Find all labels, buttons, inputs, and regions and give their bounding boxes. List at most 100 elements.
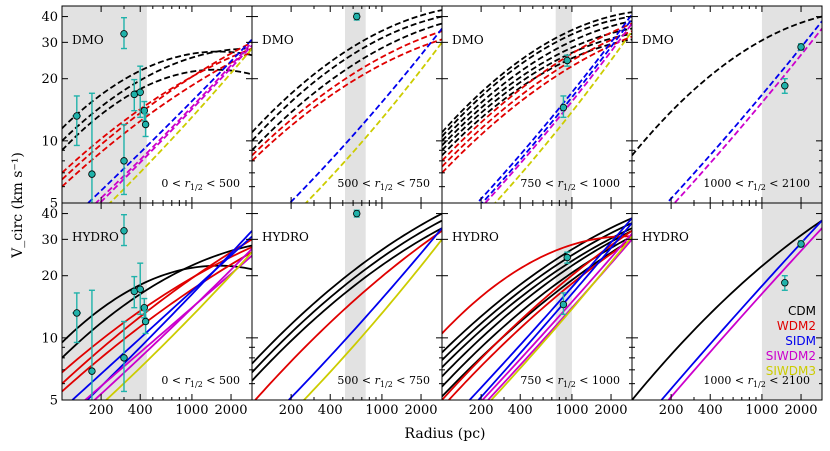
x-tick-label: 1000 (365, 403, 398, 418)
curves (62, 230, 252, 400)
panel-row-label: DMO (72, 33, 104, 47)
x-tick-label: 1000 (175, 403, 208, 418)
range-part: 750 < (520, 374, 557, 387)
obs-point (353, 12, 361, 21)
panel-range-label: 1000 < r1/2 < 2100 (703, 177, 810, 192)
obs-point (136, 285, 144, 293)
series-line-cdm (442, 11, 632, 133)
range-part: 1000 < (703, 177, 747, 190)
observations (559, 251, 571, 316)
y-tick-label: 5 (50, 394, 58, 409)
range-part: 500 < (337, 177, 374, 190)
obs-point (73, 112, 81, 120)
x-tick-label: 400 (698, 403, 723, 418)
range-sub: 1/2 (380, 183, 393, 192)
range-part: 750 < (520, 177, 557, 190)
range-part: < 500 (203, 177, 240, 190)
panel-dmo-4: DMO 1000 < r1/2 < 2100 (631, 5, 823, 204)
y-tick-label: 40 (41, 10, 58, 25)
x-tick-label: 2000 (784, 403, 817, 418)
panel-range-label: 500 < r1/2 < 750 (337, 177, 430, 192)
series-line-wdm2 (442, 230, 632, 400)
legend-entry-siwdm3: SIWDM3 (766, 364, 816, 378)
series-line-cdm (252, 15, 442, 142)
legend-entry-siwdm2: SIWDM2 (766, 349, 816, 363)
range-part: < 1000 (576, 177, 620, 190)
series-line-cdm (62, 47, 252, 142)
series-line-cdm (62, 68, 252, 151)
obs-point (797, 43, 805, 51)
series-line-cdm (442, 27, 632, 147)
series-line-sidm (480, 18, 632, 203)
range-part: < 2100 (766, 177, 810, 190)
series-line-sidm (71, 235, 252, 400)
series-line-siwdm3 (108, 47, 252, 203)
series-line-wdm2 (442, 35, 632, 174)
panel-row-label: DMO (452, 33, 484, 47)
panel-dmo-1: 5 10 20 30 40 DMO 0 < r1/2 < 500 (41, 5, 253, 212)
series-line-wdm2 (254, 230, 442, 400)
obs-point (120, 157, 128, 165)
range-sub: 1/2 (380, 380, 393, 389)
series-line-siwdm3 (302, 238, 442, 400)
series-line-siwdm2 (98, 44, 252, 203)
legend-entry-sidm: SIDM (785, 334, 816, 348)
panel-range-label: 1000 < r1/2 < 2100 (703, 374, 810, 389)
panel-range-label: 0 < r1/2 < 500 (161, 374, 240, 389)
series-line-cdm (442, 15, 632, 138)
obs-point (120, 354, 128, 362)
series-line-siwdm2 (83, 255, 252, 400)
series-line-sidm (468, 217, 632, 400)
panel-hydro-3: 200 400 1000 2000 HYDRO 750 < r1/2 < 1000 (441, 202, 633, 418)
panel-hydro-2: 200 400 1000 2000 HYDRO 500 < r1/2 < 750 (251, 202, 443, 418)
series-line-cdm (62, 244, 252, 359)
x-tick-label: 1000 (555, 403, 588, 418)
panel-range-label: 0 < r1/2 < 500 (161, 177, 240, 192)
y-tick-label: 30 (41, 233, 58, 248)
curves (252, 9, 442, 203)
series-line-cdm (442, 38, 632, 157)
series-line-wdm2 (442, 30, 632, 168)
panel-row-label: HYDRO (72, 230, 119, 244)
y-tick-label: 20 (41, 269, 58, 284)
series-line-sidm (660, 219, 822, 400)
x-tick-label: 200 (279, 403, 304, 418)
range-sub: 1/2 (753, 380, 766, 389)
panel-row-label: DMO (642, 33, 674, 47)
series-line-wdm2 (442, 235, 632, 335)
curves (632, 219, 822, 400)
obs-point (563, 56, 571, 65)
obs-point (140, 106, 149, 115)
series-line-sidm (477, 222, 632, 400)
panel-frame (631, 202, 823, 401)
x-tick-label: 2000 (594, 403, 627, 418)
range-part: < 2100 (766, 374, 810, 387)
panel-range-label: 750 < r1/2 < 1000 (520, 374, 620, 389)
obs-point (141, 317, 150, 326)
series-line-siwdm3 (304, 41, 442, 203)
range-var: r (185, 177, 191, 190)
panel-row-label: HYDRO (642, 230, 689, 244)
y-axis-label: V_circ (km s⁻¹) (10, 152, 26, 259)
x-tick-label: 2000 (214, 403, 247, 418)
range-var: r (185, 374, 191, 387)
obs-point (797, 240, 805, 248)
series-line-wdm2 (62, 246, 252, 374)
panel-row-label: HYDRO (262, 230, 309, 244)
series-line-siwdm2 (481, 232, 632, 400)
series-line-wdm2 (62, 238, 252, 385)
panel-row-label: HYDRO (452, 230, 499, 244)
obs-point (563, 253, 571, 262)
obs-point (781, 278, 789, 287)
panel-dmo-3: DMO 750 < r1/2 < 1000 (441, 5, 633, 204)
series-line-cdm (442, 230, 632, 378)
panel-dmo-2: DMO 500 < r1/2 < 750 (251, 5, 443, 204)
series-line-cdm (442, 227, 632, 368)
range-sub: 1/2 (190, 380, 203, 389)
panel-row-label: DMO (262, 33, 294, 47)
series-line-sidm (665, 20, 822, 203)
series-line-cdm (442, 217, 632, 354)
series-line-siwdm3 (493, 30, 632, 203)
x-tick-label: 400 (318, 403, 343, 418)
